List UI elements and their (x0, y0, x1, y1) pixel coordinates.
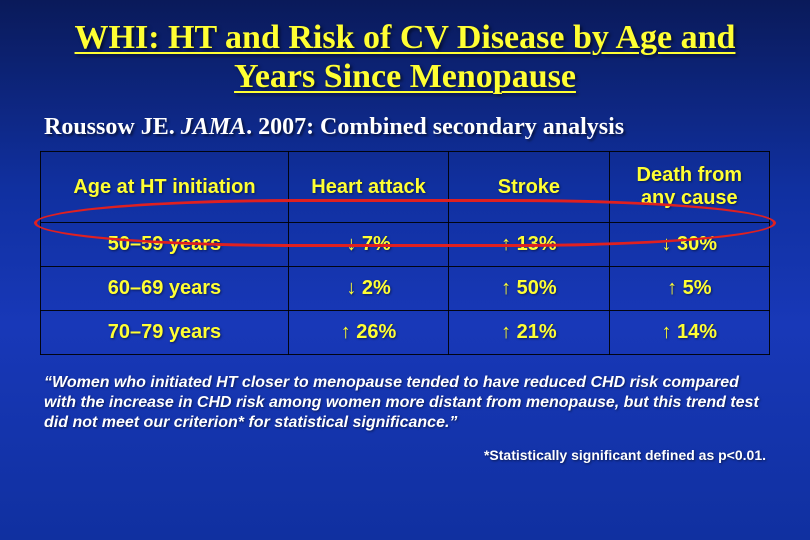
cell-age: 60–69 years (41, 267, 289, 311)
cell-death: ↓ 30% (609, 223, 769, 267)
col-heart: Heart attack (288, 152, 448, 223)
footnote: *Statistically significant defined as p<… (40, 447, 770, 463)
slide-title: WHI: HT and Risk of CV Disease by Age an… (40, 18, 770, 96)
cell-heart: ↓ 7% (288, 223, 448, 267)
table-row: 60–69 years ↓ 2% ↑ 50% ↑ 5% (41, 267, 770, 311)
citation-journal: JAMA (181, 114, 246, 140)
table-row: 70–79 years ↑ 26% ↑ 21% ↑ 14% (41, 311, 770, 355)
table-header-row: Age at HT initiation Heart attack Stroke… (41, 152, 770, 223)
cell-heart: ↓ 2% (288, 267, 448, 311)
citation-line: Roussow JE. JAMA. 2007: Combined seconda… (40, 114, 770, 141)
risk-table: Age at HT initiation Heart attack Stroke… (40, 151, 770, 355)
cell-stroke: ↑ 50% (449, 267, 609, 311)
cell-death: ↑ 14% (609, 311, 769, 355)
citation-prefix: Roussow JE. (44, 114, 181, 140)
table-row: 50–59 years ↓ 7% ↑ 13% ↓ 30% (41, 223, 770, 267)
conclusion-quote: “Women who initiated HT closer to menopa… (40, 373, 770, 433)
col-stroke: Stroke (449, 152, 609, 223)
cell-heart: ↑ 26% (288, 311, 448, 355)
cell-death: ↑ 5% (609, 267, 769, 311)
cell-stroke: ↑ 13% (449, 223, 609, 267)
citation-suffix: . 2007: Combined secondary analysis (246, 114, 624, 140)
cell-stroke: ↑ 21% (449, 311, 609, 355)
col-age: Age at HT initiation (41, 152, 289, 223)
cell-age: 70–79 years (41, 311, 289, 355)
table-wrap: Age at HT initiation Heart attack Stroke… (40, 151, 770, 355)
cell-age: 50–59 years (41, 223, 289, 267)
col-death: Death from any cause (609, 152, 769, 223)
slide: WHI: HT and Risk of CV Disease by Age an… (0, 0, 810, 540)
